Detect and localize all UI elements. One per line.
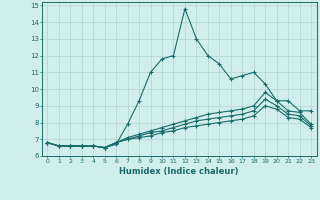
X-axis label: Humidex (Indice chaleur): Humidex (Indice chaleur): [119, 167, 239, 176]
